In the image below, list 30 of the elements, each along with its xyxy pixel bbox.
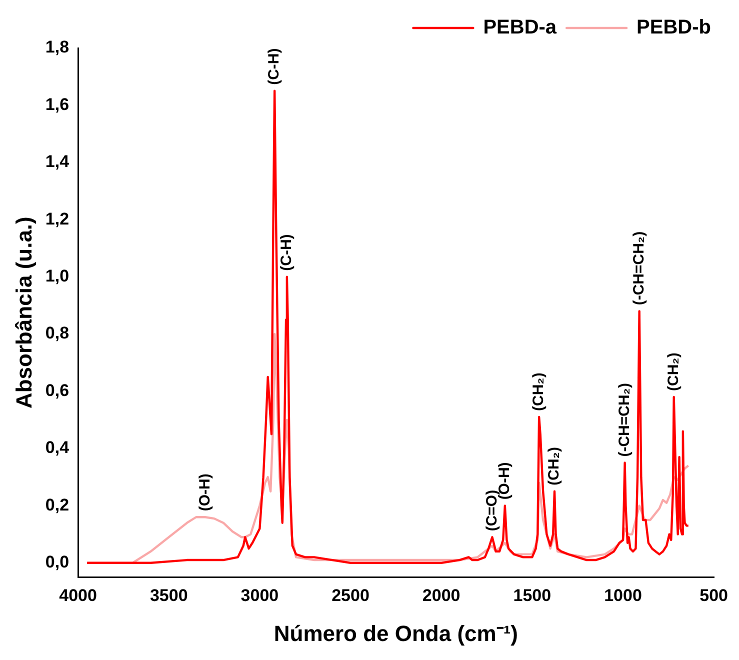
x-tick-label: 500 [700, 586, 728, 606]
y-tick-label: 1,6 [45, 94, 70, 114]
annotation: (CH₂) [546, 447, 563, 486]
y-axis-title: Absorbância (u.a.) [11, 216, 36, 409]
y-tick-label: 1,0 [45, 266, 70, 286]
y-tick-label: 0,4 [45, 438, 70, 458]
x-axis-title: Número de Onda (cm⁻¹) [274, 620, 518, 646]
x-tick-label: 1500 [513, 586, 552, 606]
y-tick-label: 0,6 [45, 380, 70, 400]
y-tick-label: 0,8 [45, 324, 70, 343]
x-tick-label: 4000 [59, 586, 97, 606]
annotation: (-CH=CH₂) [630, 231, 648, 306]
y-tick-label: 0,0 [45, 552, 70, 572]
x-tick-label: 1000 [604, 586, 642, 606]
y-tick-label: 1,8 [45, 38, 70, 57]
legend-label: PEBD-b [636, 16, 712, 39]
y-tick-label: 0,2 [45, 495, 70, 514]
x-tick-label: 3000 [240, 586, 279, 606]
x-tick-label: 2000 [422, 586, 460, 606]
annotation: (C-H) [266, 48, 283, 85]
annotation: (CH₂) [530, 372, 548, 412]
annotation: (C-H) [278, 234, 296, 271]
y-tick-label: 1,2 [45, 209, 70, 228]
legend-label: PEBD-a [483, 16, 558, 39]
x-tick-label: 2500 [332, 586, 370, 606]
annotation: (CH₂) [664, 352, 682, 391]
annotation: (O-H) [196, 474, 214, 512]
y-tick-label: 1,4 [45, 152, 70, 172]
annotation: (-CH=CH₂) [616, 383, 633, 457]
x-tick-label: 3500 [150, 586, 188, 606]
